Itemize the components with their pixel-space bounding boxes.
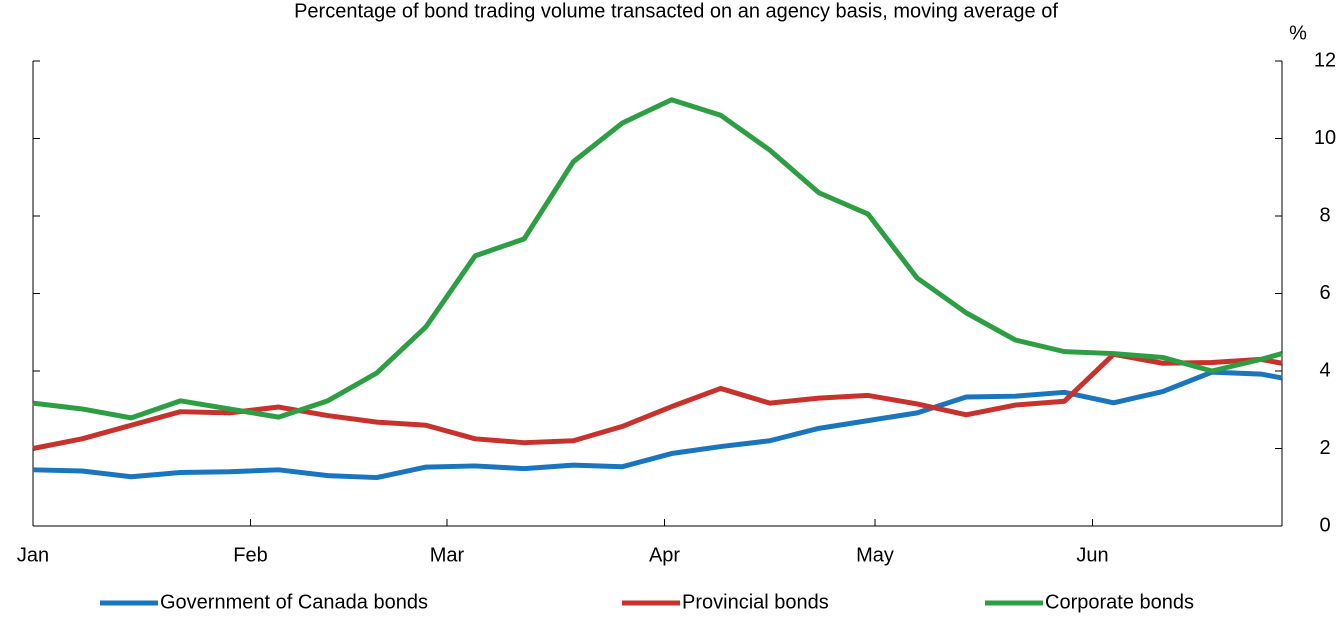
y-tick-label: 10 xyxy=(1314,127,1336,149)
series-line xyxy=(32,369,1283,481)
y-tick-label: 0 xyxy=(1319,514,1330,536)
x-tick-label: Jan xyxy=(17,544,49,566)
y-tick-label: 8 xyxy=(1319,204,1330,226)
series-line xyxy=(32,351,1283,451)
y-axis-unit: % xyxy=(1289,22,1307,44)
series-line xyxy=(32,97,1283,421)
x-tick-label: May xyxy=(856,544,894,566)
x-tick-label: Feb xyxy=(233,544,267,566)
legend-label: Provincial bonds xyxy=(682,591,829,613)
legend-label: Government of Canada bonds xyxy=(160,591,428,613)
x-tick-label: Mar xyxy=(430,544,465,566)
chart-title: Percentage of bond trading volume transa… xyxy=(294,0,1058,22)
y-tick-label: 4 xyxy=(1319,359,1330,381)
x-tick-label: Apr xyxy=(649,544,680,566)
legend-label: Corporate bonds xyxy=(1045,591,1194,613)
y-tick-label: 12 xyxy=(1314,49,1336,71)
y-tick-label: 6 xyxy=(1319,282,1330,304)
y-tick-label: 2 xyxy=(1319,437,1330,459)
x-tick-label: Jun xyxy=(1076,544,1108,566)
